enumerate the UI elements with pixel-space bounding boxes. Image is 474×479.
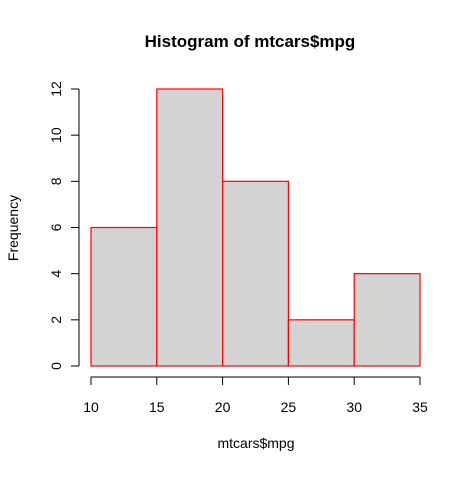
bars-group: [90, 88, 421, 367]
y-tick-label: 4: [48, 270, 64, 278]
x-tick-label: 30: [346, 399, 362, 415]
x-tick-label: 25: [281, 399, 297, 415]
x-tick-label: 10: [83, 399, 99, 415]
x-tick-label: 20: [215, 399, 231, 415]
y-tick-label: 2: [48, 316, 64, 324]
histogram-bar: [287, 319, 355, 367]
y-tick-label: 8: [48, 177, 64, 185]
y-tick-label: 6: [48, 223, 64, 231]
histogram-bar: [156, 88, 224, 367]
x-axis: 10 15 20 25 30 35: [83, 376, 428, 415]
y-tick-label: 12: [48, 81, 64, 97]
x-tick-label: 35: [412, 399, 428, 415]
histogram-bar: [222, 180, 290, 367]
histogram-bar: [353, 273, 421, 367]
histogram-bar: [90, 226, 158, 367]
y-tick-label: 10: [48, 127, 64, 143]
y-tick-label: 0: [48, 362, 64, 370]
x-axis-label: mtcars$mpg: [217, 435, 294, 451]
y-axis: 0 2 4 6 8 10 12: [48, 81, 80, 370]
chart-title: Histogram of mtcars$mpg: [145, 32, 356, 51]
x-tick-label: 15: [149, 399, 165, 415]
y-axis-label: Frequency: [5, 195, 21, 261]
